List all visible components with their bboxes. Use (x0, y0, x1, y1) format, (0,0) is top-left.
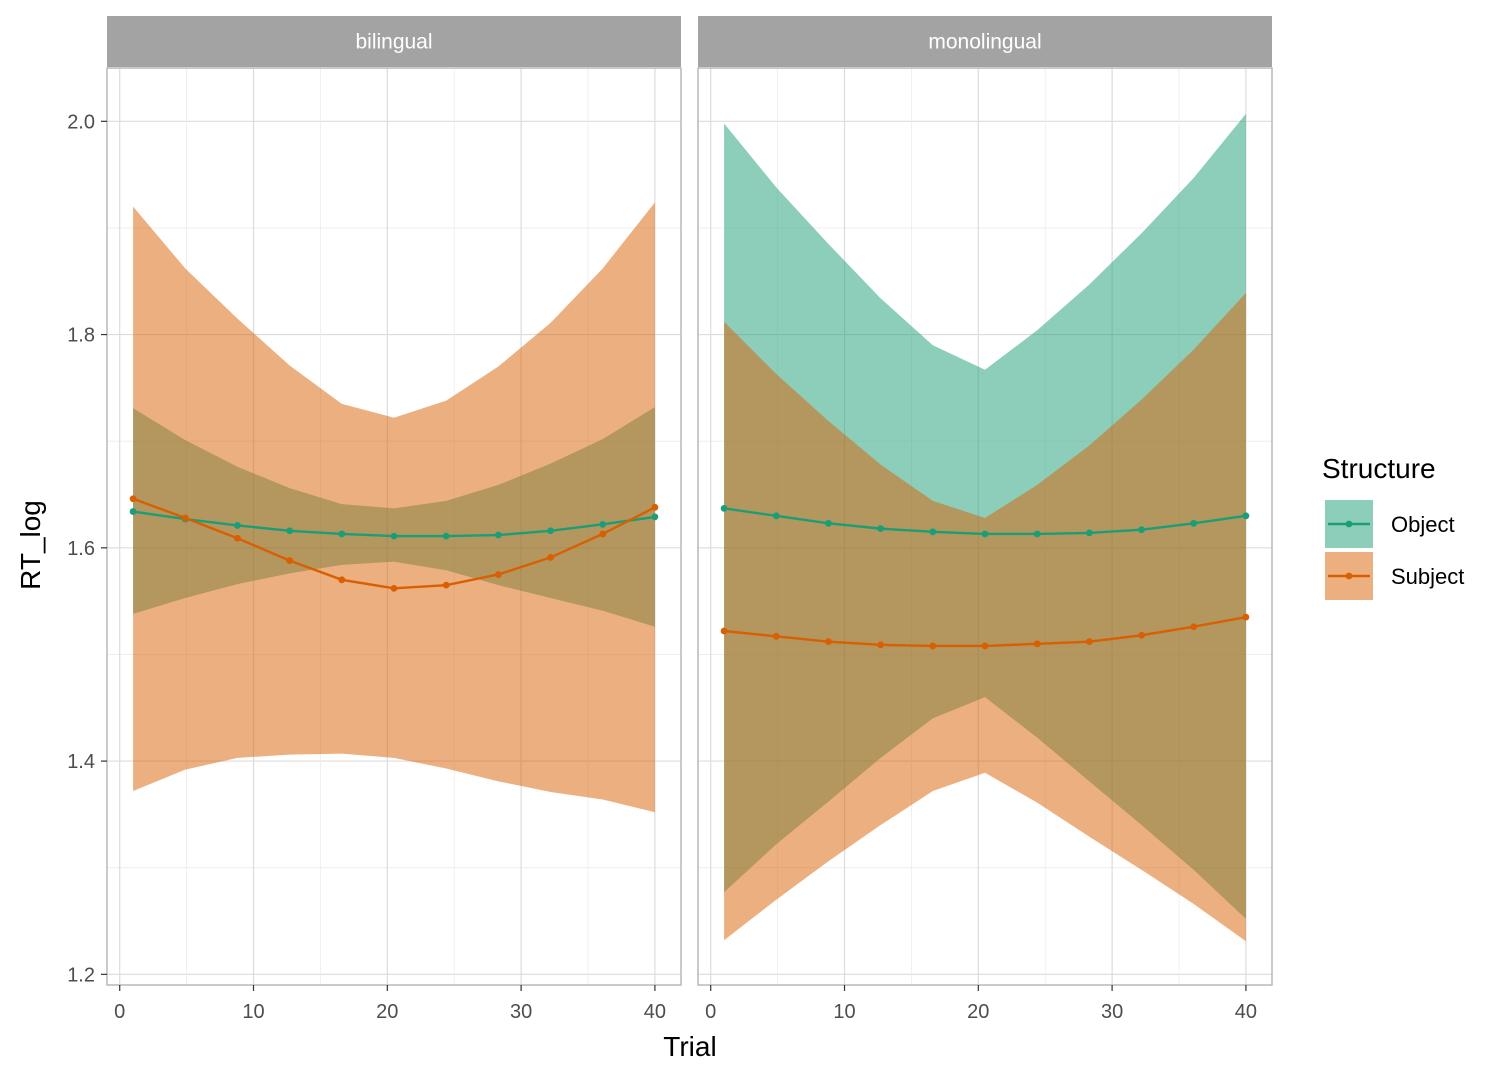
y-axis-title: RT_log (15, 500, 46, 590)
data-point-object (1242, 512, 1250, 520)
data-point-subject (1242, 613, 1250, 621)
ribbons-monolingual (724, 113, 1246, 942)
data-point-object (129, 508, 137, 515)
data-point-subject (234, 534, 241, 542)
data-point-object (494, 531, 502, 539)
data-point-subject (825, 638, 832, 646)
data-point-object (338, 530, 346, 538)
data-point-object (651, 513, 659, 521)
data-point-object (720, 504, 728, 512)
panel-border-bilingual (106, 67, 682, 986)
data-point-object (877, 525, 885, 533)
data-point-subject (547, 554, 554, 561)
data-point-subject (1033, 640, 1041, 648)
y-axis-ticks: 1.2 1.4 1.6 1.8 2.0 (67, 111, 107, 986)
strip-label-bilingual: bilingual (355, 31, 432, 54)
data-point-subject (651, 503, 659, 511)
legend-point-object (1345, 520, 1353, 528)
x-tick-label: 40 (644, 1001, 666, 1023)
data-point-object (286, 527, 294, 535)
data-point-subject (877, 641, 885, 649)
legend: Structure Object Subject (1322, 453, 1464, 600)
legend-title: Structure (1322, 453, 1436, 484)
panel-border-monolingual (697, 67, 1273, 986)
y-tick-label: 1.2 (67, 964, 95, 986)
x-tick-label: 20 (376, 1001, 398, 1023)
ribbons-bilingual (133, 202, 655, 813)
data-point-object (825, 519, 832, 527)
data-point-subject (338, 576, 346, 584)
x-axis-ticks: 0 10 20 30 40 0 10 20 30 40 (114, 985, 1257, 1023)
strip-label-monolingual: monolingual (928, 31, 1041, 54)
data-point-subject (1085, 638, 1093, 646)
y-tick-label: 1.6 (67, 538, 95, 560)
data-point-subject (1138, 631, 1145, 639)
data-point-subject (720, 627, 728, 635)
strip-monolingual-background (698, 16, 1272, 67)
legend-label-subject: Subject (1391, 564, 1464, 589)
data-point-subject (129, 495, 137, 503)
data-point-subject (181, 514, 189, 522)
data-point-subject (981, 642, 989, 650)
y-tick-label: 1.4 (67, 751, 95, 773)
x-tick-label: 30 (510, 1001, 532, 1023)
y-tick-label: 1.8 (67, 325, 95, 347)
ribbon-subject (724, 292, 1246, 942)
x-tick-label: 0 (114, 1001, 125, 1023)
data-point-subject (772, 632, 780, 640)
x-tick-label: 20 (967, 1001, 989, 1023)
data-point-object (1033, 530, 1041, 538)
x-tick-label: 40 (1235, 1001, 1257, 1023)
data-point-object (547, 527, 554, 535)
x-tick-label: 10 (242, 1001, 264, 1023)
data-point-object (390, 532, 398, 540)
data-point-subject (494, 571, 502, 578)
panel-monolingual: monolingual (697, 16, 1273, 986)
ribbon-subject (133, 202, 655, 813)
data-point-object (772, 512, 780, 520)
legend-entries: Object Subject (1325, 500, 1464, 600)
strip-bilingual-background (107, 16, 681, 67)
x-tick-label: 30 (1101, 1001, 1123, 1023)
data-point-subject (390, 584, 398, 592)
panel-bilingual: bilingual (106, 16, 682, 986)
data-point-object (234, 522, 241, 529)
legend-point-subject (1345, 572, 1353, 580)
legend-label-object: Object (1391, 512, 1455, 537)
data-point-object (1190, 519, 1198, 527)
data-point-object (929, 528, 937, 536)
data-point-object (599, 520, 607, 528)
points-monolingual (720, 504, 1250, 650)
data-point-subject (286, 557, 294, 565)
data-point-object (1085, 529, 1093, 537)
data-point-subject (442, 581, 450, 589)
y-tick-label: 2.0 (67, 111, 95, 133)
data-point-subject (1190, 623, 1198, 631)
data-point-subject (599, 530, 607, 538)
data-point-object (1138, 526, 1145, 534)
data-point-object (981, 530, 989, 538)
x-tick-label: 0 (705, 1001, 716, 1023)
x-axis-title: Trial (663, 1031, 716, 1062)
points-bilingual (129, 495, 659, 592)
x-tick-label: 10 (833, 1001, 855, 1023)
data-point-subject (929, 642, 937, 650)
data-point-object (442, 532, 450, 540)
